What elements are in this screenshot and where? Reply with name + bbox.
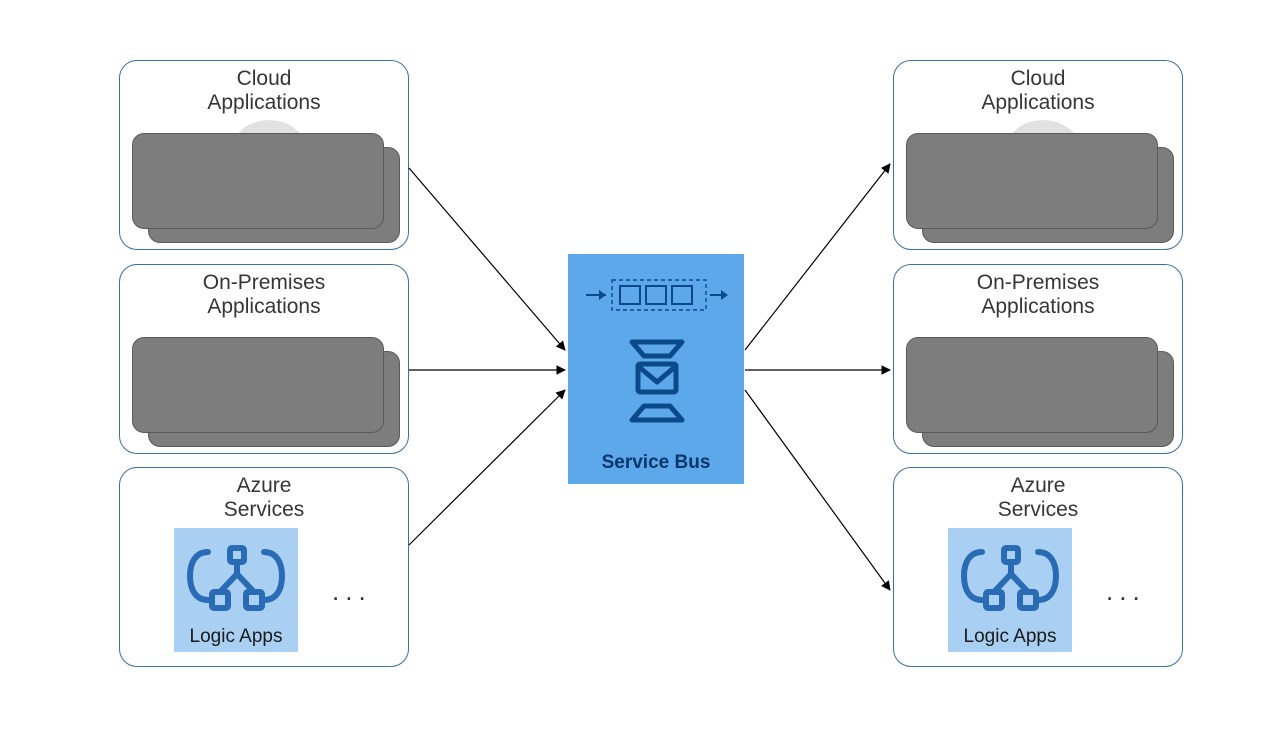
node-title-line1: Azure xyxy=(120,474,408,498)
service-bus-box: Service Bus xyxy=(568,254,744,484)
node-title-line1: Azure xyxy=(894,474,1182,498)
logic-apps-label: Logic Apps xyxy=(948,626,1072,648)
logic-apps-icon xyxy=(174,528,298,624)
logic-apps-tile: Logic Apps xyxy=(948,528,1072,652)
node-title-line1: On-Premises xyxy=(120,271,408,295)
node-title-line1: On-Premises xyxy=(894,271,1182,295)
node-title-line1: Cloud xyxy=(894,67,1182,91)
node-azure-services-right: Azure Services Logic Apps ... xyxy=(893,467,1183,667)
node-title-line2: Applications xyxy=(120,295,408,319)
node-azure-services-left: Azure Services Logic Apps ... xyxy=(119,467,409,667)
node-title-line1: Cloud xyxy=(120,67,408,91)
logic-apps-tile: Logic Apps xyxy=(174,528,298,652)
node-title-line2: Services xyxy=(894,498,1182,522)
topic-icon xyxy=(622,336,692,426)
ellipsis: ... xyxy=(1106,576,1146,607)
node-onprem-apps-left: On-Premises Applications xyxy=(119,264,409,454)
node-cloud-apps-left: Cloud Applications xyxy=(119,60,409,250)
logic-apps-label: Logic Apps xyxy=(174,626,298,648)
node-title-line2: Services xyxy=(120,498,408,522)
ellipsis: ... xyxy=(332,576,372,607)
queue-icon xyxy=(582,272,730,318)
node-cloud-apps-right: Cloud Applications xyxy=(893,60,1183,250)
node-title-line2: Applications xyxy=(894,295,1182,319)
service-bus-label: Service Bus xyxy=(568,452,744,474)
logic-apps-icon xyxy=(948,528,1072,624)
node-onprem-apps-right: On-Premises Applications xyxy=(893,264,1183,454)
